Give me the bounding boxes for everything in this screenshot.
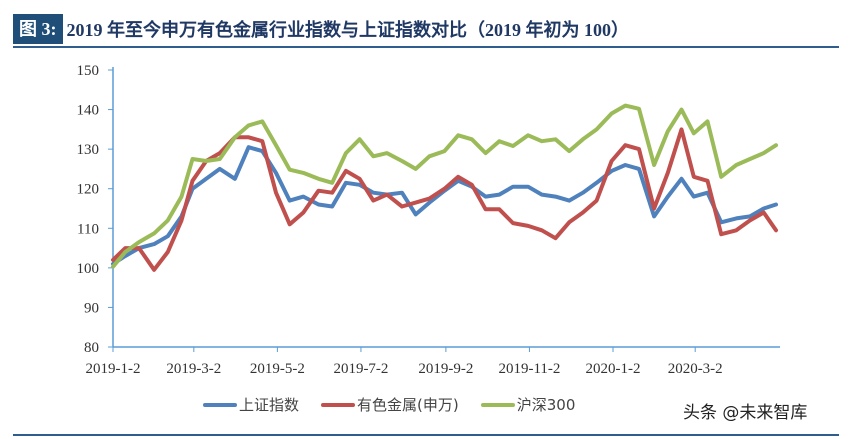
legend-swatch [321, 402, 356, 407]
watermark: 头条 @未来智库 [683, 403, 808, 423]
y-tick-label: 150 [77, 63, 100, 79]
series-line-0 [111, 145, 778, 266]
y-tick-label: 120 [77, 182, 100, 198]
legend-swatch [203, 402, 237, 407]
figure-title: 2019 年至今申万有色金属行业指数与上证指数对比（2019 年初为 100） [66, 20, 630, 40]
figure-label: 图 3: [13, 14, 63, 44]
series-line-2 [111, 103, 778, 269]
x-tick-label: 2019-11-2 [498, 361, 560, 377]
y-tick-label: 100 [77, 261, 100, 277]
x-tick-label: 2020-3-2 [668, 361, 723, 377]
x-tick-label: 2019-3-2 [166, 361, 221, 377]
legend: 上证指数 有色金属(申万) 沪深300 [203, 394, 597, 415]
y-tick-label: 110 [77, 221, 99, 237]
x-tick-label: 2019-1-2 [86, 361, 141, 377]
legend-item-nonferrous: 有色金属(申万) [321, 394, 459, 415]
x-tick-label: 2019-9-2 [418, 361, 473, 377]
top-rule [13, 46, 839, 48]
legend-label: 沪深300 [516, 396, 576, 414]
bottom-rule [13, 434, 839, 436]
legend-label: 上证指数 [239, 396, 300, 414]
x-tick-label: 2020-1-2 [586, 361, 641, 377]
y-tick-label: 90 [84, 300, 99, 316]
legend-item-shanghai: 上证指数 [203, 394, 299, 415]
y-tick-label: 130 [77, 142, 100, 158]
legend-swatch [480, 402, 515, 407]
series-line-1 [111, 127, 778, 272]
figure-title-bar: 图 3: 2019 年至今申万有色金属行业指数与上证指数对比（2019 年初为 … [13, 14, 629, 44]
x-tick-label: 2019-5-2 [250, 361, 305, 377]
legend-item-csi300: 沪深300 [480, 394, 576, 415]
y-tick-label: 140 [77, 103, 100, 119]
x-tick-label: 2019-7-2 [333, 361, 388, 377]
legend-label: 有色金属(申万) [357, 396, 459, 414]
y-tick-label: 80 [84, 340, 99, 356]
